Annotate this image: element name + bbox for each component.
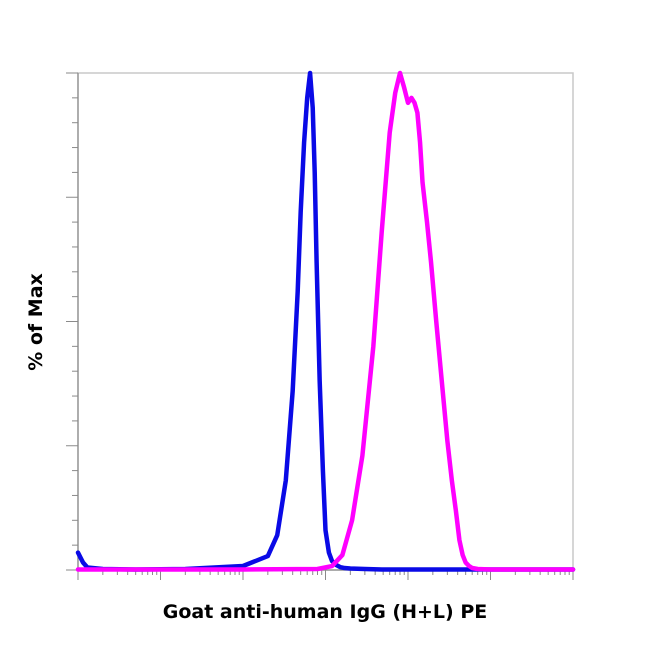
series-line-2 (75, 70, 576, 572)
series-layer (75, 70, 576, 572)
series-line-1 (75, 70, 576, 572)
y-axis-ticks (66, 72, 78, 571)
y-axis-title: % of Max (25, 273, 47, 371)
x-axis-title: Goat anti-human IgG (H+L) PE (163, 601, 488, 623)
